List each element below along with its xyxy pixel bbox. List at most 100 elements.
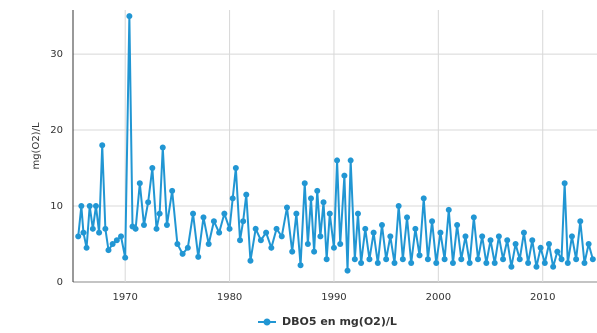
data-point xyxy=(370,229,377,236)
data-point xyxy=(132,225,139,232)
data-point xyxy=(334,157,341,164)
data-point xyxy=(564,260,571,267)
data-point xyxy=(374,260,381,267)
data-point xyxy=(500,256,507,263)
y-tick-label: 20 xyxy=(50,125,63,136)
data-point xyxy=(568,233,575,240)
x-tick-label: 2000 xyxy=(426,292,451,303)
data-point xyxy=(412,225,419,232)
data-point xyxy=(118,233,125,240)
data-point xyxy=(351,256,358,263)
data-point xyxy=(420,195,427,202)
data-point xyxy=(184,244,191,251)
data-point xyxy=(525,260,532,267)
data-point xyxy=(462,233,469,240)
data-point xyxy=(475,256,482,263)
data-point xyxy=(550,263,557,270)
data-point xyxy=(314,187,321,194)
data-point xyxy=(80,229,87,236)
data-point xyxy=(174,241,181,248)
data-point xyxy=(404,214,411,221)
data-point xyxy=(458,256,465,263)
data-point xyxy=(216,229,223,236)
data-point xyxy=(210,218,217,225)
data-point xyxy=(156,210,163,217)
data-point xyxy=(558,256,565,263)
data-point xyxy=(179,250,186,257)
data-point xyxy=(354,210,361,217)
data-point xyxy=(273,225,280,232)
data-point xyxy=(545,241,552,248)
data-point xyxy=(126,13,133,20)
data-point xyxy=(541,260,548,267)
data-point xyxy=(383,256,390,263)
data-point xyxy=(554,248,561,255)
data-point xyxy=(153,225,160,232)
data-point xyxy=(483,260,490,267)
data-point xyxy=(416,252,423,259)
data-point xyxy=(491,260,498,267)
data-point xyxy=(391,260,398,267)
data-point xyxy=(378,222,385,229)
y-tick-label: 10 xyxy=(50,201,63,212)
data-point xyxy=(307,195,314,202)
data-point xyxy=(278,233,285,240)
data-point xyxy=(293,210,300,217)
data-point xyxy=(221,210,228,217)
data-point xyxy=(195,253,202,260)
data-point xyxy=(445,206,452,213)
data-point xyxy=(102,225,109,232)
data-point xyxy=(326,210,333,217)
data-point xyxy=(237,237,244,244)
data-point xyxy=(344,267,351,274)
data-point xyxy=(113,237,120,244)
data-point xyxy=(323,256,330,263)
data-point xyxy=(289,248,296,255)
data-point xyxy=(229,195,236,202)
data-point xyxy=(163,222,170,229)
data-point xyxy=(304,241,311,248)
data-point xyxy=(92,203,99,210)
x-tick-label: 1990 xyxy=(321,292,346,303)
data-point xyxy=(252,225,259,232)
data-point xyxy=(78,203,85,210)
data-point xyxy=(529,237,536,244)
data-point xyxy=(437,229,444,236)
data-point xyxy=(99,142,106,149)
data-point xyxy=(122,254,129,261)
data-point xyxy=(136,180,143,187)
data-point xyxy=(466,260,473,267)
data-point xyxy=(240,218,247,225)
data-point xyxy=(75,233,82,240)
data-point xyxy=(366,256,373,263)
x-tick-label: 2010 xyxy=(530,292,555,303)
data-point xyxy=(577,218,584,225)
data-line xyxy=(77,16,594,271)
data-point xyxy=(573,256,580,263)
data-point xyxy=(83,244,90,251)
data-point xyxy=(424,256,431,263)
legend-marker xyxy=(263,318,271,326)
x-tick-label: 1970 xyxy=(112,292,137,303)
data-point xyxy=(362,225,369,232)
data-point xyxy=(226,225,233,232)
x-tick-label: 1980 xyxy=(217,292,242,303)
data-point xyxy=(337,241,344,248)
data-point xyxy=(200,214,207,221)
data-point xyxy=(454,222,461,229)
data-point xyxy=(561,180,568,187)
data-point xyxy=(533,263,540,270)
data-point xyxy=(585,241,592,248)
y-axis-label: mg(O2)/L xyxy=(31,122,42,169)
data-point xyxy=(311,248,318,255)
data-point xyxy=(190,210,197,217)
data-point xyxy=(508,263,515,270)
data-point xyxy=(140,222,147,229)
data-point xyxy=(86,203,93,210)
data-point xyxy=(205,241,212,248)
data-point xyxy=(301,180,308,187)
legend-label: DBO5 en mg(O2)/L xyxy=(282,315,397,328)
data-point xyxy=(243,191,250,198)
data-point xyxy=(512,241,519,248)
data-point xyxy=(109,241,116,248)
